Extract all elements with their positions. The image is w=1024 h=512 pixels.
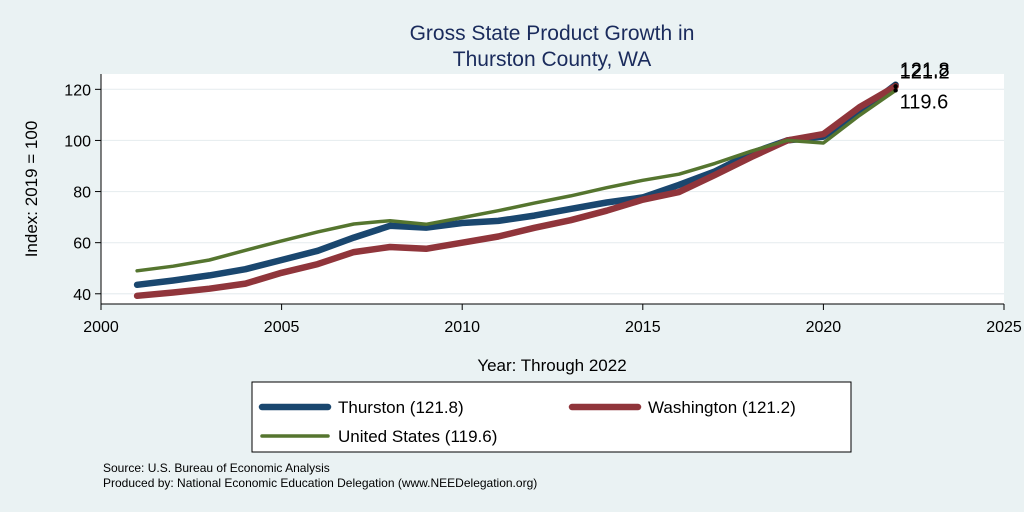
- end-label-thurston: 121.8: [900, 60, 950, 82]
- y-tick-label: 40: [73, 287, 91, 304]
- y-tick-label: 120: [64, 82, 91, 99]
- produced-by-note: Produced by: National Economic Education…: [103, 476, 537, 490]
- x-axis-title: Year: Through 2022: [477, 356, 626, 375]
- x-tick-label: 2015: [625, 319, 661, 336]
- series-line-washington: [133, 83, 899, 300]
- grid-lines: [101, 88, 1004, 295]
- axes: 40 60 80 100 120 2000 2005 2010 2015 2020 2025: [64, 74, 1022, 336]
- x-tick-label: 2005: [264, 319, 300, 336]
- x-tick-label: 2010: [444, 319, 480, 336]
- legend-box: [251, 381, 852, 453]
- legend-label-washington: Washington (121.2): [648, 398, 796, 417]
- y-tick-label: 80: [73, 185, 91, 202]
- legend-label-thurston: Thurston (121.8): [338, 398, 464, 417]
- end-label-washington: 121.2: [900, 61, 950, 83]
- y-tick-label: 100: [64, 133, 91, 150]
- chart-title-line-1: Gross State Product Growth in: [410, 22, 695, 45]
- x-tick-label: 2000: [83, 319, 119, 336]
- x-tick-label: 2020: [806, 319, 842, 336]
- legend: Thurston (121.8) Washington (121.2) United…: [258, 398, 796, 446]
- series-lines: [133, 81, 899, 300]
- y-tick-label: 60: [73, 236, 91, 253]
- legend-label-united-states: United States (119.6): [338, 427, 497, 446]
- series-line-united-states: [135, 88, 898, 273]
- source-note: Source: U.S. Bureau of Economic Analysis: [103, 461, 330, 475]
- end-marker-washington: [893, 84, 898, 89]
- end-label-united-states: 119.6: [900, 91, 949, 113]
- end-marker-united-states: [893, 88, 898, 93]
- y-axis-title: Index: 2019 = 100: [22, 121, 41, 258]
- x-tick-label: 2025: [986, 319, 1022, 336]
- chart-title-line-2: Thurston County, WA: [453, 48, 651, 71]
